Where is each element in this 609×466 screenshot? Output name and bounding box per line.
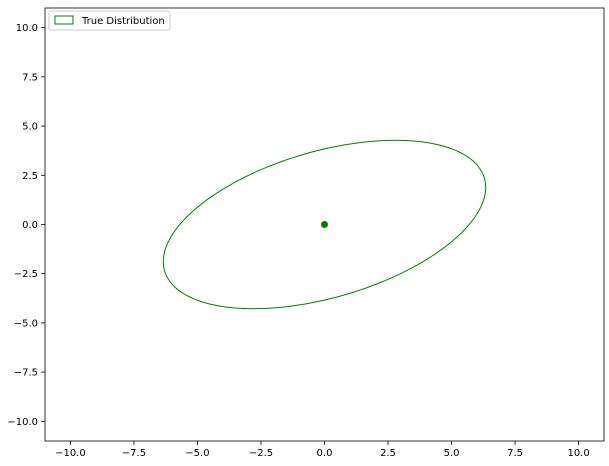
x-tick-label: −10.0 <box>55 448 86 459</box>
x-tick-label: 2.5 <box>380 448 396 459</box>
y-tick-label: 0.0 <box>22 220 38 231</box>
y-tick-label: 7.5 <box>22 72 38 83</box>
y-tick-label: 5.0 <box>22 122 38 133</box>
legend-label: True Distribution <box>81 16 165 27</box>
x-axis: −10.0 −7.5 −5.0 −2.5 0.0 2.5 5.0 7.5 10.0 <box>55 441 590 459</box>
legend: True Distribution <box>48 10 171 31</box>
y-tick-label: −2.5 <box>14 269 38 280</box>
y-axis: −10.0 −7.5 −5.0 −2.5 0.0 2.5 5.0 7.5 10.0 <box>7 23 45 428</box>
x-tick-label: −7.5 <box>122 448 146 459</box>
y-tick-label: −5.0 <box>14 318 38 329</box>
x-tick-label: 5.0 <box>444 448 460 459</box>
legend-frame <box>48 10 171 31</box>
center-point <box>321 221 328 228</box>
y-tick-label: 2.5 <box>22 171 38 182</box>
x-tick-label: −5.0 <box>185 448 209 459</box>
x-tick-label: −2.5 <box>249 448 273 459</box>
y-tick-label: −10.0 <box>7 417 38 428</box>
legend-swatch <box>54 15 74 25</box>
ellipse-outline <box>162 139 487 310</box>
x-tick-label: 10.0 <box>567 448 589 459</box>
y-tick-label: 10.0 <box>16 23 38 34</box>
x-tick-label: 0.0 <box>317 448 333 459</box>
x-tick-label: 7.5 <box>507 448 523 459</box>
y-tick-label: −7.5 <box>14 368 38 379</box>
